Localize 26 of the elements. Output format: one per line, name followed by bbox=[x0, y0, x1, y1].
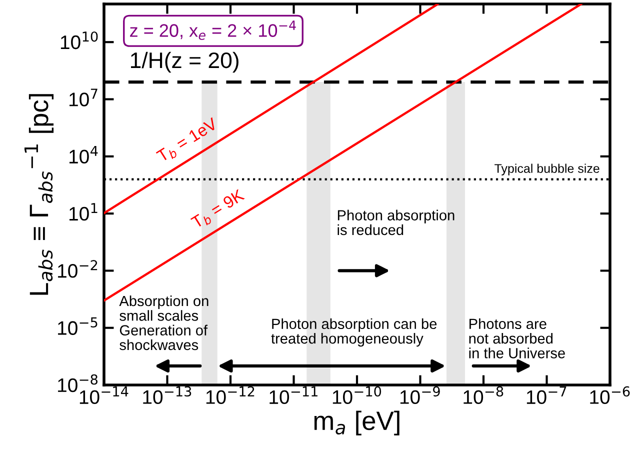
x-tick-label: 10$^{−6}$ bbox=[590, 386, 630, 404]
y-tick-label: 10$^{7}$ bbox=[70, 88, 98, 106]
x-tick-label: 10$^{−12}$ bbox=[206, 386, 254, 404]
x-tick-label: 10$^{−9}$ bbox=[400, 386, 440, 404]
x-tick-label: 10$^{−11}$ bbox=[270, 386, 318, 404]
y-axis-title: L$_{abs}$ ≡ Γ$_{abs}$$^{−1}$ [pc] bbox=[24, 94, 54, 295]
ref-line-label: Typical bubble size bbox=[494, 164, 600, 176]
y-tick-label: 10$^{−5}$ bbox=[58, 317, 98, 335]
x-tick-label: 10$^{−8}$ bbox=[464, 386, 504, 404]
annotation: Absorption on small scales Generation of shockwaves bbox=[119, 295, 208, 350]
annotation: Photon absorption can be treated homogeneously bbox=[271, 318, 437, 347]
y-tick-label: 10$^{−2}$ bbox=[58, 260, 98, 278]
annotation: Photons are not absorbed in the Universe bbox=[469, 318, 565, 358]
y-tick-label: 10$^{1}$ bbox=[70, 203, 98, 221]
y-tick-label: 10$^{10}$ bbox=[60, 31, 98, 50]
x-tick-label: 10$^{−14}$ bbox=[80, 386, 128, 404]
x-tick-label: 10$^{−7}$ bbox=[526, 386, 566, 404]
text: T$_{b}$ = 9K bbox=[190, 188, 246, 232]
annotation: z = 20, x$_{e}$ = 2 × 10$^{−4}$ bbox=[130, 20, 296, 40]
x-tick-label: 10$^{−13}$ bbox=[143, 386, 192, 404]
x-axis-title: m$_{a}$ [eV] bbox=[314, 410, 400, 436]
text: T$_{b}$ = 1eV bbox=[156, 117, 220, 165]
annotation: Photon absorption is reduced bbox=[338, 210, 454, 236]
x-tick-label: 10$^{−10}$ bbox=[332, 386, 382, 404]
annotation: 1/H(z = 20) bbox=[130, 52, 238, 73]
y-tick-label: 10$^{4}$ bbox=[70, 146, 98, 164]
